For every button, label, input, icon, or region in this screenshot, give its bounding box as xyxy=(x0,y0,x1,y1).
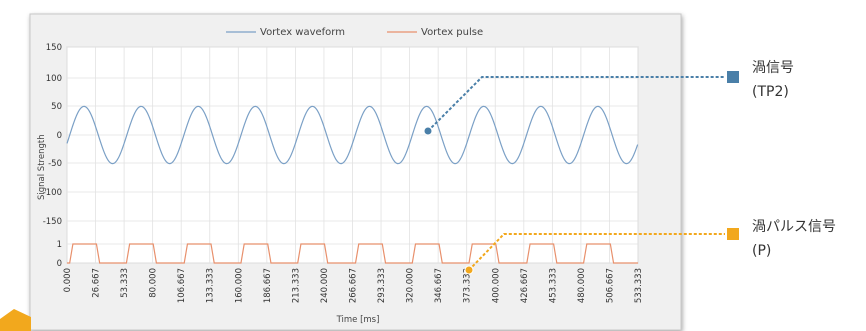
legend-label-vortex-pulse: Vortex pulse xyxy=(421,27,483,38)
x-tick-label: 453.333 xyxy=(548,268,558,303)
callout-vortex-signal: 渦信号 (TP2) xyxy=(423,60,794,136)
y-tick-label: 100 xyxy=(46,74,62,84)
y-tick-label: -50 xyxy=(48,159,62,169)
x-tick-label: 266.667 xyxy=(349,268,359,303)
callout-dot xyxy=(423,126,433,136)
x-tick-label: 320.000 xyxy=(406,268,416,303)
callout-label-line-1: 渦信号 xyxy=(752,60,794,76)
callout-leader-line xyxy=(468,233,725,271)
y-tick-label: -150 xyxy=(43,217,62,227)
x-tick-label: 186.667 xyxy=(263,268,273,303)
callout-marker-square xyxy=(727,228,739,240)
x-tick-label: 240.000 xyxy=(320,268,330,303)
grid-lines xyxy=(66,46,639,264)
x-tick-label: 426.667 xyxy=(520,268,530,303)
y-tick-label: 150 xyxy=(46,43,62,53)
x-tick-label: 133.333 xyxy=(206,268,216,303)
legend: Vortex waveform Vortex pulse xyxy=(226,27,483,38)
x-tick-label: 373.333 xyxy=(463,268,473,303)
legend-label-vortex-waveform: Vortex waveform xyxy=(260,27,345,38)
callout-dot xyxy=(464,265,474,275)
callout-leader-line xyxy=(427,76,725,132)
y-tick-label: 1 xyxy=(57,240,62,250)
callout-label-line-2: (P) xyxy=(752,243,771,259)
decorative-corner-shape xyxy=(0,309,31,331)
x-tick-label: 480.000 xyxy=(577,268,587,303)
x-tick-label: 533.333 xyxy=(634,268,644,303)
x-tick-label: 106.667 xyxy=(177,268,187,303)
x-tick-label: 26.667 xyxy=(92,268,102,298)
x-tick-label: 80.000 xyxy=(149,268,159,298)
x-tick-label: 0.000 xyxy=(63,268,73,292)
series-line-vortex-waveform xyxy=(66,105,639,165)
x-tick-label: 400.000 xyxy=(491,268,501,303)
series-layer xyxy=(66,105,639,264)
y-tick-label: 0 xyxy=(57,131,62,141)
y-axis-label: Signal Strength xyxy=(37,134,47,200)
x-tick-label: 293.333 xyxy=(377,268,387,303)
x-tick-label: 506.667 xyxy=(605,268,615,303)
callout-marker-square xyxy=(727,71,739,83)
y-tick-label: 0 xyxy=(57,259,62,269)
callout-vortex-pulse-signal: 渦パルス信号 (P) xyxy=(464,219,836,275)
x-tick-labels: 0.000 26.667 53.333 80.000 106.667 133.333 160… xyxy=(63,268,644,303)
x-tick-label: 53.333 xyxy=(120,268,130,298)
x-axis-label: Time [ms] xyxy=(336,315,380,325)
x-tick-label: 346.667 xyxy=(434,268,444,303)
y-tick-labels: 150 100 50 0 -50 -100 -150 1 0 xyxy=(43,43,62,269)
y-tick-label: 50 xyxy=(51,102,62,112)
callout-label-line-1: 渦パルス信号 xyxy=(752,219,836,235)
x-tick-label: 213.333 xyxy=(291,268,301,303)
y-tick-label: -100 xyxy=(43,188,62,198)
x-tick-label: 160.000 xyxy=(234,268,244,303)
series-line-vortex-pulse xyxy=(67,243,638,264)
callout-label-line-2: (TP2) xyxy=(752,84,789,100)
